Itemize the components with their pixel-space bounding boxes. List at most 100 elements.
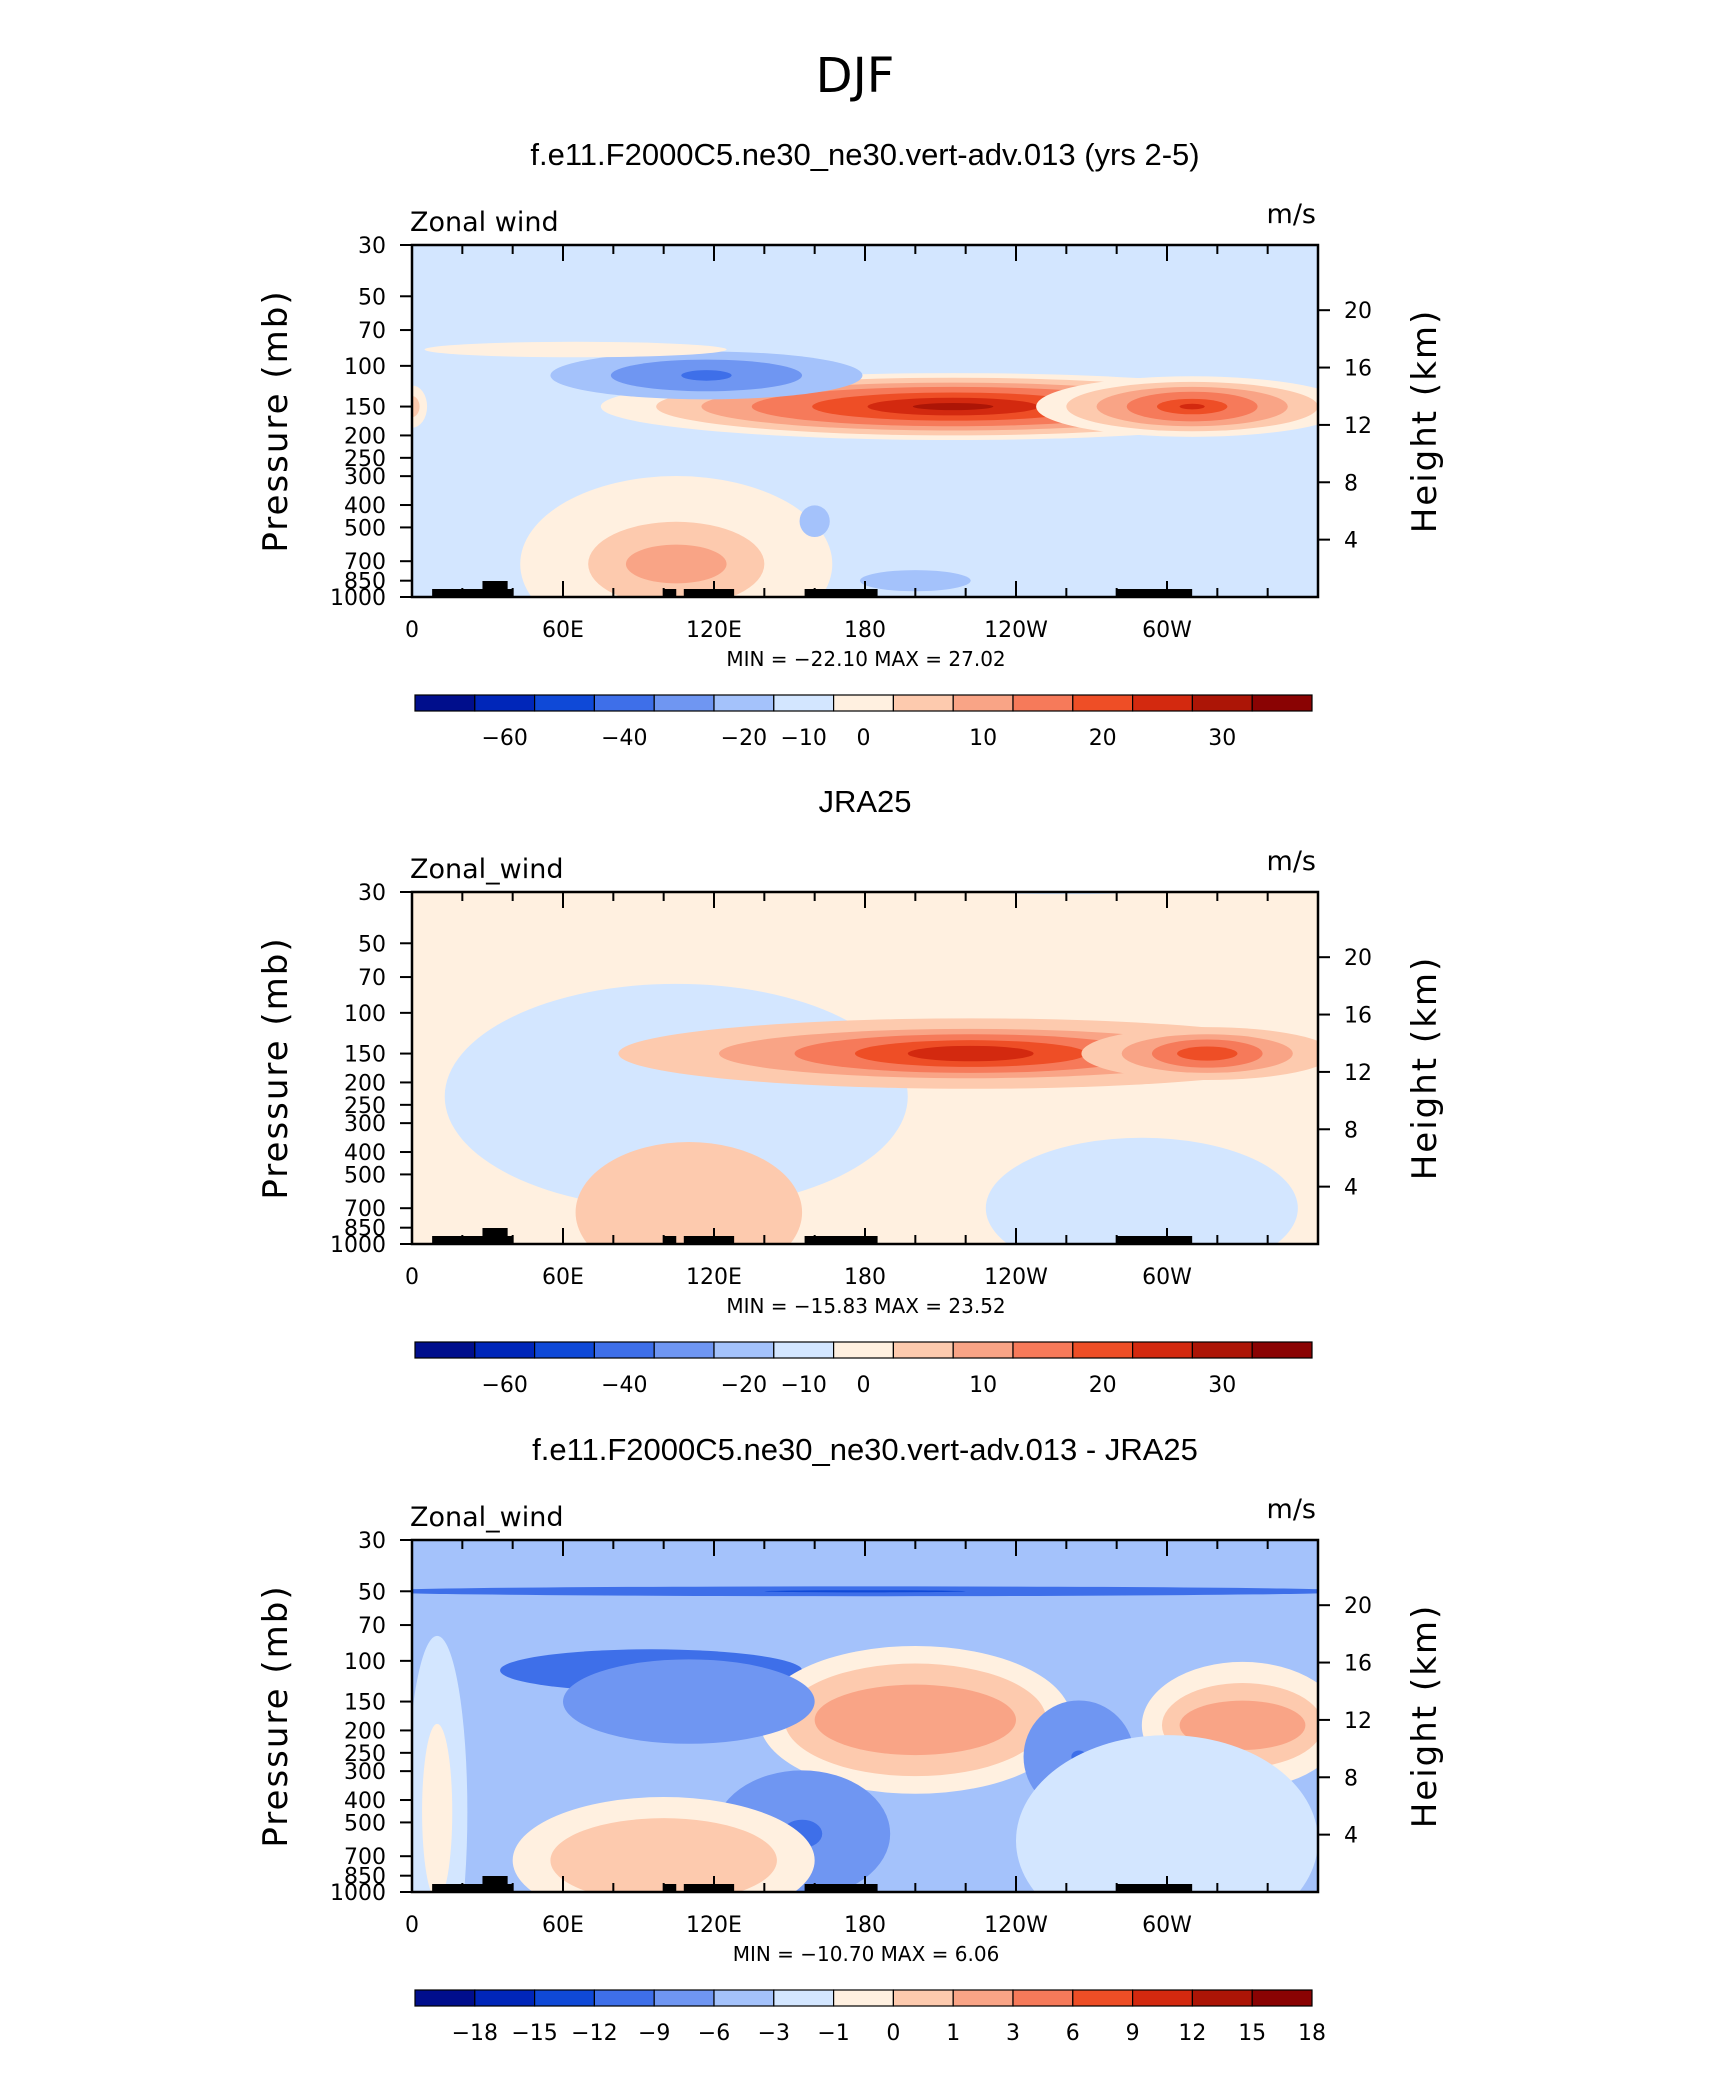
x-tick-label: 120W [984,1913,1048,1938]
colorbar-swatch [713,1989,775,2007]
x-tick-label: 60E [542,1913,584,1938]
colorbar-swatch [593,1989,655,2007]
p-tick-label: 850 [344,1865,386,1890]
p-tick-label: 400 [344,494,386,519]
colorbar-swatch [952,694,1014,712]
colorbar-swatch [952,1989,1014,2007]
contour-feature-5 [520,476,833,597]
chart-panel-1: f.e11.F2000C5.ne30_ne30.vert-adv.013 (yr… [256,137,1445,751]
p-tick-label: 400 [344,1789,386,1814]
contour-feature-1 [412,1586,1318,1597]
y-axis-title: Pressure (mb) [256,936,296,1199]
p-tick-label: 150 [344,1691,386,1716]
colorbar-swatch [1191,694,1253,712]
z-tick-label: 16 [1344,1652,1372,1677]
colorbar-label: 30 [1208,726,1236,751]
colorbar-swatch [653,1989,715,2007]
p-tick-label: 50 [358,285,386,310]
colorbar-swatch [1072,1341,1134,1359]
x-tick-label: 60W [1142,1265,1192,1290]
p-tick-label: 500 [344,1163,386,1188]
p-tick-label: 500 [344,516,386,541]
p-tick-label: 150 [344,1043,386,1068]
colorbar-label: 0 [886,2021,900,2046]
p-tick-label: 70 [358,319,386,344]
colorbar-swatch [713,1341,775,1359]
colorbar-swatch [1072,694,1134,712]
units-label: m/s [1267,199,1316,230]
colorbar-swatch [533,1341,595,1359]
z-tick-label: 4 [1344,529,1358,554]
p-tick-label: 30 [358,1529,386,1554]
colorbar-swatch [892,694,954,712]
z-tick-label: 4 [1344,1176,1358,1201]
p-tick-label: 70 [358,1614,386,1639]
colorbar-swatch [713,694,775,712]
colorbar-swatch [832,694,894,712]
contour-shell [575,1142,803,1244]
land-mask [683,1236,735,1244]
colorbar-swatch [1191,1341,1253,1359]
colorbar-swatch [1072,1989,1134,2007]
colorbar-swatch [474,1989,536,2007]
colorbar-swatch [533,1989,595,2007]
contour-shell [424,341,727,358]
land-mask [1116,1236,1193,1244]
colorbar-label: −3 [758,2021,790,2046]
contour-field [412,892,1318,1244]
contour-shell [764,1590,966,1593]
colorbar-swatch [1251,1989,1313,2007]
contour-feature-8 [859,570,971,592]
p-tick-label: 250 [344,1742,386,1767]
colorbar: −18 −15 −12 −9 −6 −3 −1 0 1 3 6 9 12 15 18 [414,1989,1326,2046]
colorbar-label: 18 [1298,2021,1326,2046]
land-mask [432,1236,513,1244]
contour-shell [1179,403,1205,410]
units-label: m/s [1267,1494,1316,1525]
p-tick-label: 200 [344,424,386,449]
p-tick-label: 50 [358,932,386,957]
panel-title: f.e11.F2000C5.ne30_ne30.vert-adv.013 (yr… [530,137,1199,172]
contour-shell [563,1659,815,1744]
z-tick-label: 12 [1344,1061,1372,1086]
colorbar-swatch [1012,1989,1074,2007]
x-tick-label: 120E [686,618,742,643]
colorbar-swatch [593,694,655,712]
min-max-label: MIN = −10.70 MAX = 6.06 [733,1942,1000,1966]
x-tick-label: 0 [405,1265,419,1290]
contour-shell [907,1045,1034,1062]
colorbar-label: −40 [601,1373,647,1398]
chart-panel-3: f.e11.F2000C5.ne30_ne30.vert-adv.013 - J… [256,1432,1445,2046]
land-mask [683,589,735,597]
contour-shell [1016,1735,1318,1892]
colorbar-label: 10 [969,1373,997,1398]
colorbar-label: −60 [481,726,527,751]
p-tick-label: 200 [344,1071,386,1096]
x-tick-label: 60W [1142,1913,1192,1938]
p-tick-label: 850 [344,570,386,595]
x-tick-label: 60W [1142,618,1192,643]
colorbar-swatch [1131,694,1193,712]
y-axis-right-title: Height (km) [1405,309,1445,534]
left-label: Zonal_wind [410,1502,564,1533]
z-tick-label: 20 [1344,1594,1372,1619]
colorbar-label: −10 [780,726,826,751]
left-label: Zonal wind [410,207,559,238]
p-tick-label: 300 [344,1760,386,1785]
z-tick-label: 8 [1344,471,1358,496]
colorbar-swatch [892,1341,954,1359]
contour-shell [625,544,727,584]
y-axis-right-title: Height (km) [1405,956,1445,1181]
min-max-label: MIN = −22.10 MAX = 27.02 [726,647,1005,671]
x-tick-label: 120E [686,1265,742,1290]
colorbar-label: −40 [601,726,647,751]
contour-shell [985,1137,1298,1244]
land-mask [482,581,508,597]
contour-feature-3 [412,385,428,428]
p-tick-label: 250 [344,447,386,472]
z-tick-label: 20 [1344,946,1372,971]
colorbar-label: 0 [857,1373,871,1398]
chart-panel-2: JRA25 Zonal_wind m/s 0 60E 120E 180 120W 60W 30 50… [256,784,1445,1398]
colorbar-label: 30 [1208,1373,1236,1398]
contour-shell [1177,1046,1238,1061]
